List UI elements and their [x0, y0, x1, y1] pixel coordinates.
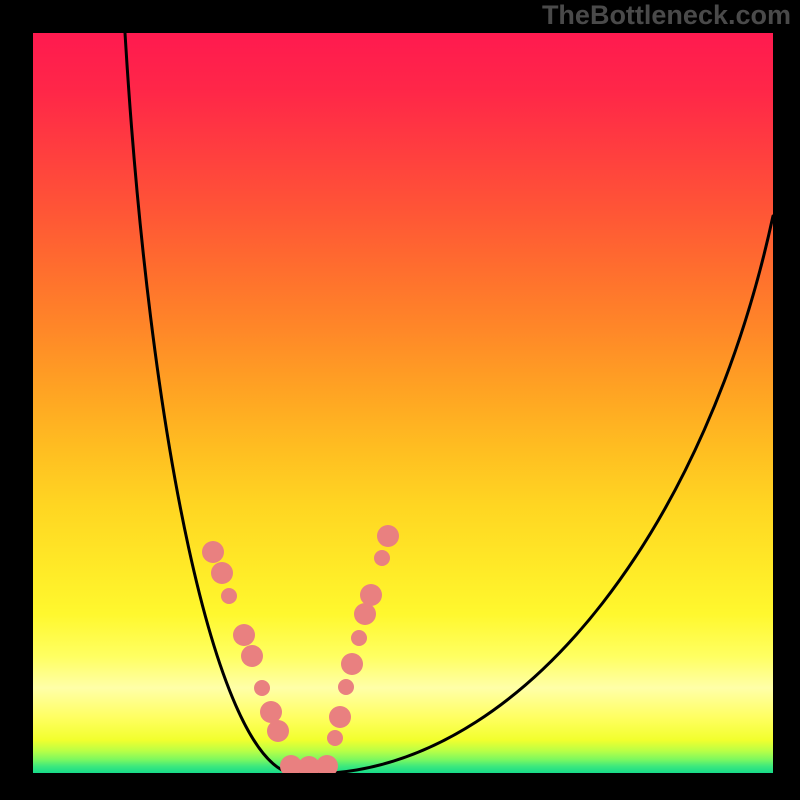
bottleneck-curve — [33, 33, 773, 773]
plot-area — [33, 33, 773, 773]
chart-container: TheBottleneck.com — [0, 0, 800, 800]
watermark-text: TheBottleneck.com — [542, 0, 791, 31]
